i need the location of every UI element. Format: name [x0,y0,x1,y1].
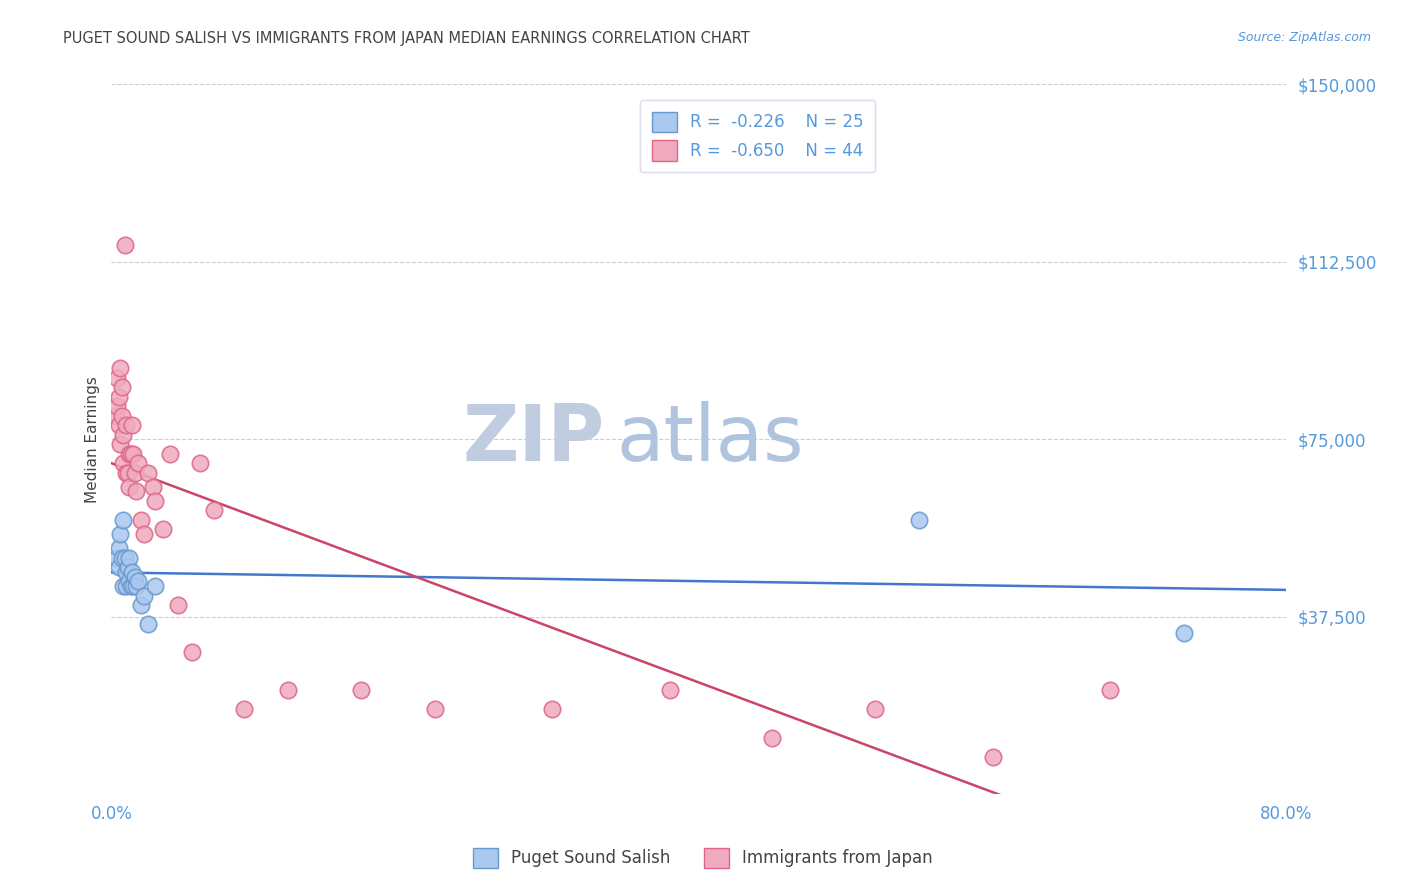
Point [761,731,783,745]
Point [111,550,134,565]
Point [658,683,681,698]
Point [125,579,148,593]
Point [111,380,134,394]
Point [107,541,129,556]
Point [120,579,142,593]
Point [136,466,159,480]
Point [127,456,149,470]
Point [129,598,152,612]
Point [129,513,152,527]
Text: ZIP: ZIP [463,401,605,477]
Point [981,749,1004,764]
Legend: Puget Sound Salish, Immigrants from Japan: Puget Sound Salish, Immigrants from Japa… [467,841,939,875]
Point [350,683,373,698]
Point [232,702,254,716]
Point [111,409,134,423]
Point [112,579,135,593]
Point [181,645,204,659]
Point [114,238,136,252]
Point [107,560,129,574]
Point [541,702,564,716]
Point [423,702,446,716]
Point [152,522,174,536]
Point [1099,683,1122,698]
Point [114,550,136,565]
Point [105,399,128,413]
Point [159,447,181,461]
Point [118,447,141,461]
Point [1173,626,1195,640]
Point [105,371,128,385]
Point [202,503,225,517]
Point [112,456,135,470]
Point [124,569,146,583]
Point [277,683,299,698]
Point [115,565,138,579]
Point [145,579,167,593]
Point [132,527,155,541]
Point [112,513,135,527]
Point [863,702,886,716]
Point [107,390,129,404]
Point [115,466,138,480]
Point [124,466,146,480]
Point [110,527,132,541]
Point [112,427,135,442]
Point [118,550,141,565]
Point [104,409,127,423]
Point [136,617,159,632]
Point [118,574,141,589]
Point [110,361,132,376]
Text: PUGET SOUND SALISH VS IMMIGRANTS FROM JAPAN MEDIAN EARNINGS CORRELATION CHART: PUGET SOUND SALISH VS IMMIGRANTS FROM JA… [63,31,749,46]
Point [121,418,143,433]
Point [117,560,139,574]
Point [115,418,138,433]
Point [122,579,145,593]
Point [122,447,145,461]
Point [166,598,188,612]
Point [115,579,138,593]
Point [118,480,141,494]
Point [125,484,148,499]
Point [120,447,142,461]
Text: Source: ZipAtlas.com: Source: ZipAtlas.com [1237,31,1371,45]
Point [908,513,931,527]
Point [127,574,149,589]
Y-axis label: Median Earnings: Median Earnings [86,376,100,503]
Point [188,456,211,470]
Text: atlas: atlas [617,401,804,477]
Point [110,437,132,451]
Point [121,565,143,579]
Point [107,418,129,433]
Point [105,550,128,565]
Point [132,589,155,603]
Point [145,494,167,508]
Legend: R =  -0.226    N = 25, R =  -0.650    N = 44: R = -0.226 N = 25, R = -0.650 N = 44 [640,100,876,172]
Point [141,480,163,494]
Point [117,466,139,480]
